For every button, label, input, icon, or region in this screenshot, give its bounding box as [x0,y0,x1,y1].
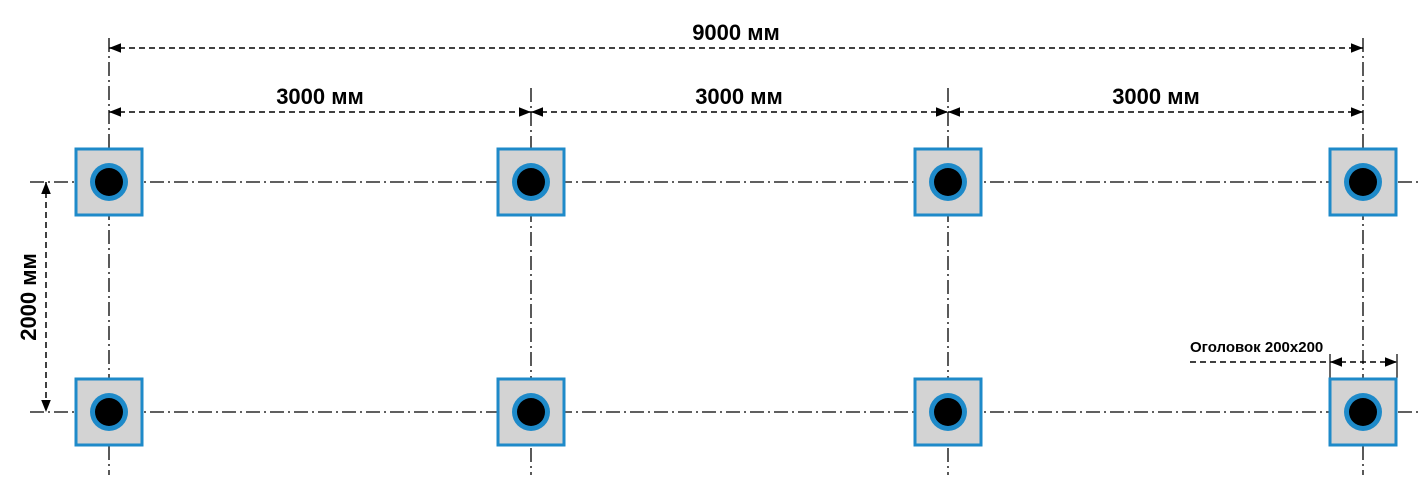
pile-2-4 [1328,377,1398,447]
pile-1-3 [913,147,983,217]
dim-overall-label: 9000 мм [692,20,780,45]
dim-depth-label: 2000 мм [16,253,41,341]
pile-core [1349,398,1377,426]
pile-1-2 [496,147,566,217]
pile-cap [496,377,566,447]
dim-bay-3-label: 3000 мм [1112,84,1200,109]
pile-core [1349,168,1377,196]
dimension-lines [41,43,1397,412]
pile-core [517,168,545,196]
pile-2-3 [913,377,983,447]
cap-extension-lines [1329,354,1398,378]
dim-bay-2-label: 3000 мм [695,84,783,109]
pile-core [95,398,123,426]
pile-core [934,398,962,426]
dim-bay-1-label: 3000 мм [276,84,364,109]
dim-cap-label: Оголовок 200х200 [1190,339,1323,356]
pile-core [934,168,962,196]
piles [74,147,1398,447]
pile-core [95,168,123,196]
pile-1-4 [1328,147,1398,217]
pile-1-1 [74,147,144,217]
pile-2-2 [496,377,566,447]
pile-2-1 [74,377,144,447]
pile-core [517,398,545,426]
